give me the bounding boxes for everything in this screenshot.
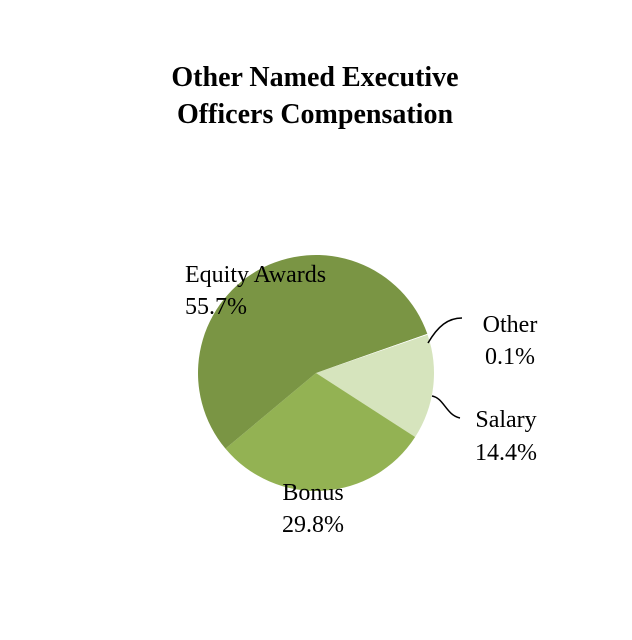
slice-label-value: 0.1% — [485, 344, 535, 370]
slice-label-name: Salary — [475, 407, 536, 433]
chart-title-line-1: Other Named Executive — [171, 62, 458, 93]
slice-label-salary: Salary 14.4% — [475, 407, 537, 466]
pie-slices — [198, 255, 434, 491]
slice-labels: Salary 14.4% Bonus 29.8% Equity Awards 55.7% O… — [185, 262, 537, 538]
chart-title-line-2: Officers Compensation — [177, 99, 454, 130]
leader-line-salary — [431, 395, 461, 419]
pie-slice-bonus — [225, 373, 416, 491]
slice-label-name: Bonus — [282, 480, 343, 506]
pie-slice-salary — [316, 334, 434, 437]
slice-label-value: 14.4% — [475, 440, 537, 466]
slice-label-value: 29.8% — [282, 512, 344, 538]
leader-line-other — [427, 317, 463, 344]
pie-slice-equity-awards — [198, 255, 428, 449]
slice-label-name: Other — [483, 312, 538, 338]
slice-label-equity-awards: Equity Awards 55.7% — [185, 262, 326, 320]
slice-label-name: Equity Awards — [185, 262, 326, 288]
slice-label-bonus: Bonus 29.8% — [282, 480, 344, 538]
slice-label-other: Other 0.1% — [483, 312, 538, 370]
pie-slice-other — [316, 333, 428, 373]
leader-lines — [427, 317, 463, 419]
chart-title: Other Named Executive Officers Compensat… — [171, 62, 458, 130]
slice-label-value: 55.7% — [185, 294, 247, 320]
